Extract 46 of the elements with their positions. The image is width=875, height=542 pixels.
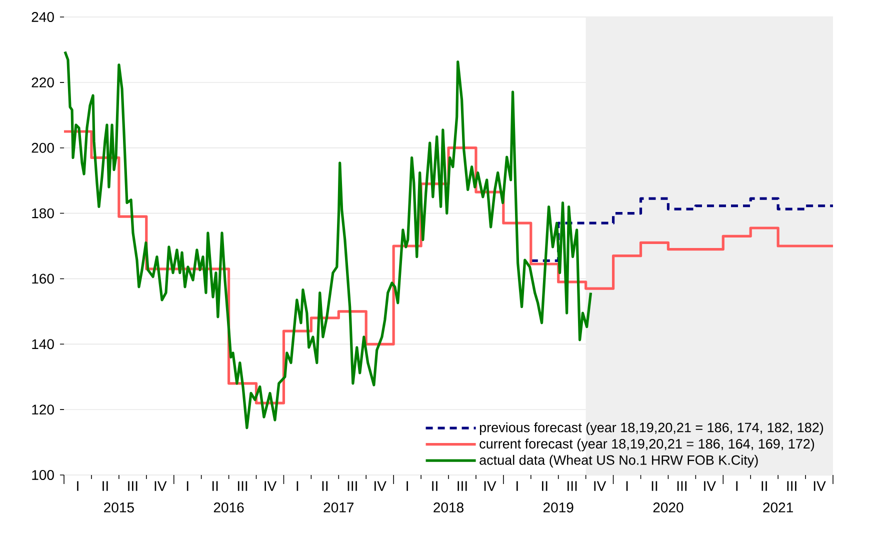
text: I [77,481,78,491]
text: III [238,481,248,491]
text: IV [154,481,167,491]
legend-label: previous forecast (year 18,19,20,21 = 186, 174, 182, 182) [480,422,824,435]
text: IV [704,481,716,491]
text: III [787,481,796,491]
y-tick-label: 160 [32,274,54,284]
y-tick-label: 140 [32,339,54,350]
y-tick-label: 120 [32,404,54,415]
text: IV [594,481,606,491]
x-tick-label: 2020 [653,502,684,512]
x-tick-label: 2019 [543,502,574,512]
x-tick-label: 2018 [434,502,464,512]
y-tick-label: 100 [32,470,54,480]
text: II [432,481,438,491]
text: I [516,481,518,491]
text: I [296,481,298,491]
text: III [458,481,467,491]
text: II [322,481,328,491]
text: IV [814,481,826,491]
y-tick-label: 180 [32,208,54,218]
text: I [626,481,628,491]
text: III [677,481,686,491]
x-tick-label: 2016 [214,502,244,512]
text: I [406,481,408,491]
text: III [128,481,138,491]
text: II [542,481,548,491]
x-tick-label: 2021 [763,502,793,512]
text: II [102,481,108,491]
text: I [736,481,738,491]
legend-label: current forecast (year 18,19,20,21 = 186, 164, 169, 172) [480,438,814,452]
text: IV [484,481,496,491]
x-tick-label: 2017 [324,502,354,512]
text: II [652,481,658,491]
text: III [568,481,577,491]
text: IV [264,481,277,491]
text: III [348,481,357,491]
y-tick-label: 200 [32,142,54,153]
legend-label: actual data (Wheat US No.1 HRW FOB K.City) [480,454,758,468]
y-tick-label: 240 [32,12,54,22]
text: I [186,481,188,491]
text: II [212,481,218,491]
text: II [762,481,767,491]
text: IV [374,481,386,491]
y-tick-label: 220 [32,77,54,88]
x-tick-label: 2015 [104,502,134,512]
